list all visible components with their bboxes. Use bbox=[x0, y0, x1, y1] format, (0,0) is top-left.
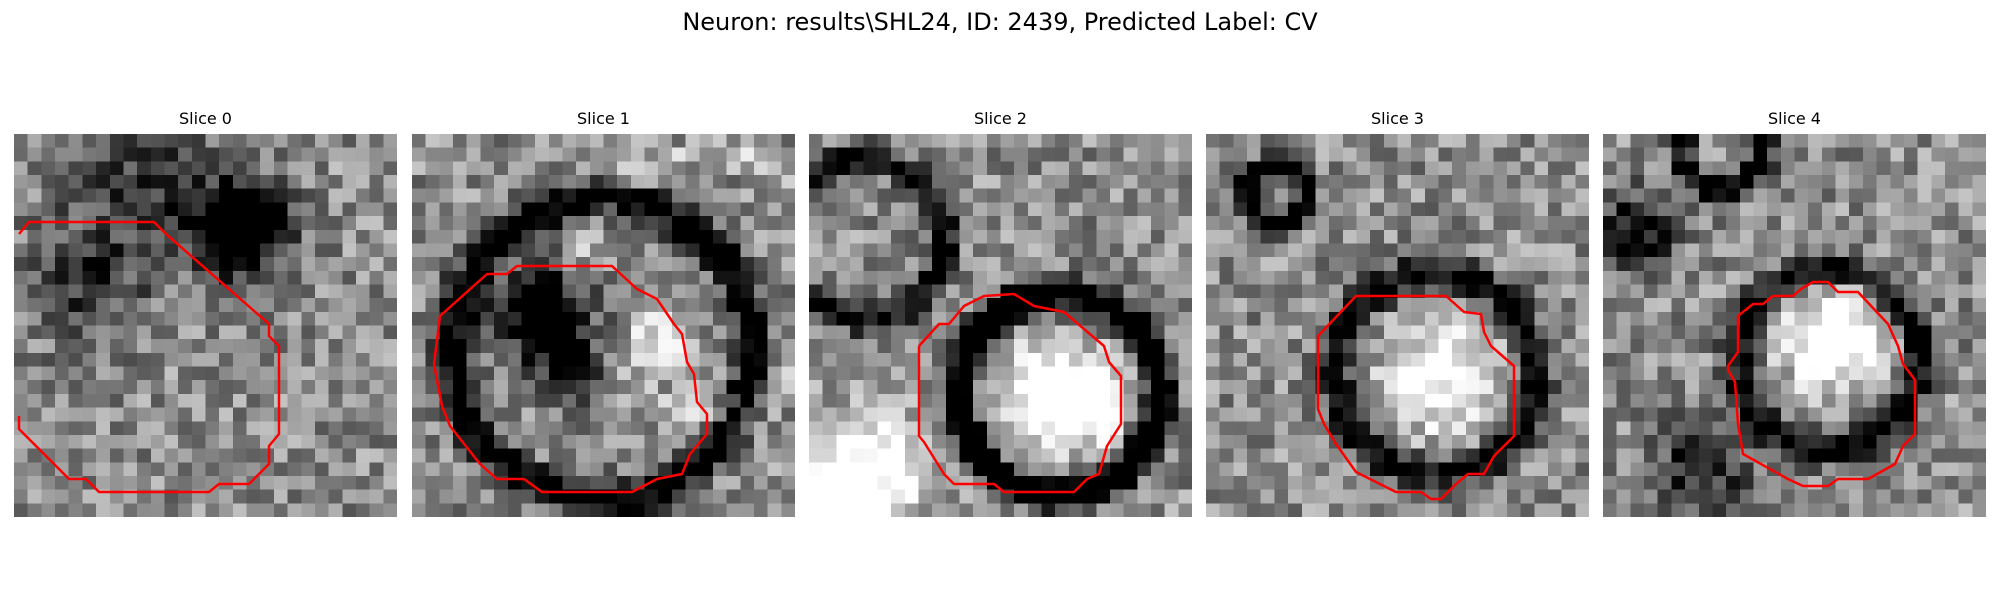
slice-panel-2: Slice 2 bbox=[809, 106, 1192, 526]
segmentation-contour bbox=[917, 292, 1123, 494]
slice-image-svg bbox=[14, 134, 397, 517]
slice-image bbox=[412, 134, 795, 517]
segmentation-contour bbox=[17, 220, 281, 494]
slice-panel-4: Slice 4 bbox=[1603, 106, 1986, 526]
slice-image bbox=[1603, 134, 1986, 517]
slice-title: Slice 1 bbox=[577, 109, 630, 128]
pixel-grid bbox=[14, 134, 397, 517]
slice-image bbox=[809, 134, 1192, 517]
segmentation-contour bbox=[1316, 294, 1516, 501]
slice-title: Slice 2 bbox=[974, 109, 1027, 128]
slice-title: Slice 3 bbox=[1371, 109, 1424, 128]
slice-image bbox=[1206, 134, 1589, 517]
slice-panel-0: Slice 0 bbox=[14, 106, 397, 526]
pixel-grid bbox=[412, 134, 795, 517]
slice-image-svg bbox=[809, 134, 1192, 517]
slice-panel-1: Slice 1 bbox=[412, 106, 795, 526]
segmentation-contour bbox=[1726, 280, 1917, 488]
segmentation-contour bbox=[432, 264, 709, 494]
slice-image-svg bbox=[412, 134, 795, 517]
slice-image-svg bbox=[1206, 134, 1589, 517]
pixel-grid bbox=[1603, 134, 1986, 517]
pixel-grid bbox=[809, 134, 1192, 517]
slice-title: Slice 4 bbox=[1768, 109, 1821, 128]
figure-title: Neuron: results\SHL24, ID: 2439, Predict… bbox=[682, 8, 1318, 36]
slice-title: Slice 0 bbox=[179, 109, 232, 128]
slice-image bbox=[14, 134, 397, 517]
slice-panel-3: Slice 3 bbox=[1206, 106, 1589, 526]
pixel-grid bbox=[1206, 134, 1589, 517]
slice-image-svg bbox=[1603, 134, 1986, 517]
